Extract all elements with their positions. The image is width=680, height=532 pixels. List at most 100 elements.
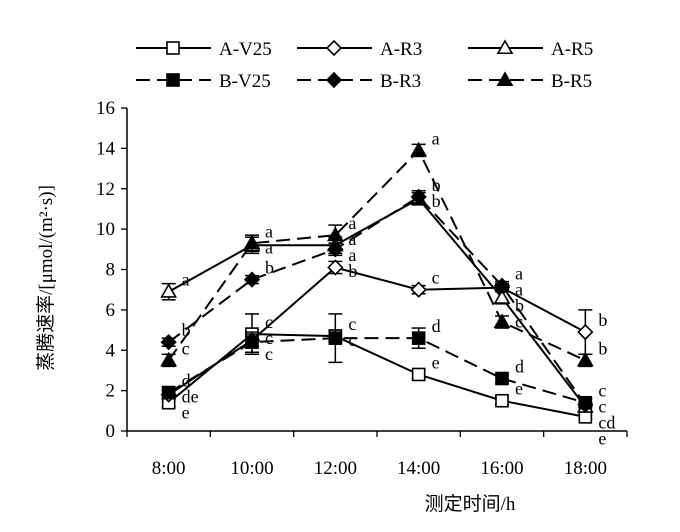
significance-letter: c bbox=[598, 397, 606, 417]
legend-label: B-V25 bbox=[219, 71, 271, 92]
y-tick-label: 14 bbox=[96, 138, 116, 159]
legend-label: B-R5 bbox=[551, 71, 592, 92]
significance-letter: c bbox=[265, 328, 273, 348]
significance-letter: a bbox=[348, 229, 356, 249]
data-point bbox=[327, 259, 344, 276]
significance-letter: b bbox=[432, 191, 441, 211]
significance-letter: a bbox=[348, 245, 356, 265]
significance-letter: a bbox=[515, 264, 523, 284]
legend-marker-square-icon bbox=[166, 73, 180, 87]
legend-item: A-R3 bbox=[297, 39, 422, 60]
legend-label: B-R3 bbox=[380, 71, 421, 92]
significance-letter: b bbox=[598, 338, 607, 358]
significance-letter: a bbox=[182, 270, 190, 290]
significance-letter: c bbox=[265, 312, 273, 332]
significance-letter: d bbox=[515, 357, 524, 377]
significance-letter: a bbox=[265, 237, 273, 257]
significance-letter: cd bbox=[598, 413, 615, 433]
significance-letter: e bbox=[515, 379, 523, 399]
legend-item: A-R5 bbox=[468, 39, 593, 60]
legend-marker-diamond-icon bbox=[325, 39, 343, 57]
significance-letter: b bbox=[432, 175, 441, 195]
significance-letter: c bbox=[182, 338, 190, 358]
x-tick-label: 18:00 bbox=[564, 458, 607, 479]
data-point bbox=[326, 226, 344, 242]
significance-letter: b bbox=[265, 258, 274, 278]
data-point bbox=[411, 331, 426, 345]
significance-letter: b bbox=[515, 296, 524, 316]
data-point bbox=[576, 351, 594, 367]
significance-letter: a bbox=[432, 128, 440, 148]
legend-label: A-R5 bbox=[551, 39, 593, 60]
data-point bbox=[410, 281, 427, 298]
significance-letter: de bbox=[182, 387, 199, 407]
data-point bbox=[245, 335, 259, 349]
data-point bbox=[410, 188, 427, 205]
y-tick-label: 0 bbox=[106, 421, 116, 442]
significance-letter: e bbox=[182, 403, 190, 423]
data-point bbox=[495, 371, 509, 386]
y-tick-label: 6 bbox=[106, 300, 116, 321]
significance-letter: e bbox=[432, 352, 440, 372]
significance-letter: a bbox=[348, 213, 356, 233]
y-ticks: 0 2 4 6 8 10 12 14 16 bbox=[96, 98, 127, 442]
data-point bbox=[493, 313, 511, 329]
y-tick-label: 4 bbox=[106, 340, 116, 361]
series-line bbox=[168, 195, 587, 406]
significance-letter: c bbox=[432, 268, 440, 288]
significance-letter: b bbox=[598, 310, 607, 330]
significance-letter: c bbox=[515, 312, 523, 332]
x-tick-label: 14:00 bbox=[397, 458, 440, 479]
legend-label: A-V25 bbox=[219, 39, 272, 60]
y-tick-label: 10 bbox=[96, 219, 115, 240]
data-point bbox=[243, 271, 261, 288]
data-point bbox=[411, 367, 426, 382]
legend: A-V25 A-R3 A-R5 B-V25 B-R3 B-R5 bbox=[136, 39, 593, 92]
x-tick-label: 16:00 bbox=[480, 458, 523, 479]
data-point bbox=[577, 396, 594, 413]
legend-marker-diamond-icon bbox=[325, 71, 343, 89]
significance-letter: d bbox=[432, 316, 441, 336]
data-point bbox=[160, 334, 177, 351]
series-line bbox=[168, 266, 586, 396]
significance-letter: e bbox=[598, 429, 606, 449]
series-line bbox=[168, 333, 586, 418]
data-point bbox=[410, 141, 428, 157]
significance-letter: c bbox=[348, 314, 356, 334]
legend-label: A-R3 bbox=[380, 39, 422, 60]
data-point bbox=[493, 289, 511, 304]
legend-marker-square-icon bbox=[166, 41, 180, 55]
data-point bbox=[495, 393, 509, 408]
significance-letter: c bbox=[348, 330, 356, 350]
significance-letter: a bbox=[515, 280, 523, 300]
x-tick-label: 10:00 bbox=[230, 458, 273, 479]
y-axis-label: 蒸腾速率/[μmol/(m²·s)] bbox=[35, 185, 57, 371]
y-tick-label: 12 bbox=[96, 179, 115, 200]
x-tick-label: 12:00 bbox=[314, 458, 357, 479]
legend-item: B-R3 bbox=[297, 71, 421, 92]
data-point bbox=[243, 234, 261, 250]
x-axis-label: 测定时间/h bbox=[425, 493, 516, 515]
data-point bbox=[161, 385, 176, 400]
series-B-V25 bbox=[161, 313, 593, 410]
x-ticks: 8:00 10:00 12:00 14:00 16:00 18:00 bbox=[126, 431, 628, 479]
data-point bbox=[577, 323, 594, 341]
data-point bbox=[160, 351, 178, 367]
y-tick-label: 8 bbox=[106, 260, 116, 281]
significance-letter: b bbox=[348, 261, 357, 281]
significance-letter: c bbox=[265, 344, 273, 364]
series-B-R5 bbox=[160, 141, 594, 368]
significance-letter: d bbox=[182, 371, 191, 391]
data-point bbox=[160, 283, 178, 298]
legend-item: A-V25 bbox=[136, 39, 272, 60]
significance-letter: c bbox=[598, 381, 606, 401]
series-line bbox=[168, 337, 586, 404]
series-line bbox=[167, 148, 586, 362]
y-tick-label: 16 bbox=[96, 98, 115, 119]
axes: 0 2 4 6 8 10 12 14 16 8:00 10:00 12:00 14:00 16:00 18… bbox=[35, 98, 628, 515]
significance-letter: b bbox=[182, 320, 191, 340]
legend-marker-triangle-icon bbox=[496, 71, 514, 87]
legend-marker-triangle-icon bbox=[496, 39, 514, 55]
